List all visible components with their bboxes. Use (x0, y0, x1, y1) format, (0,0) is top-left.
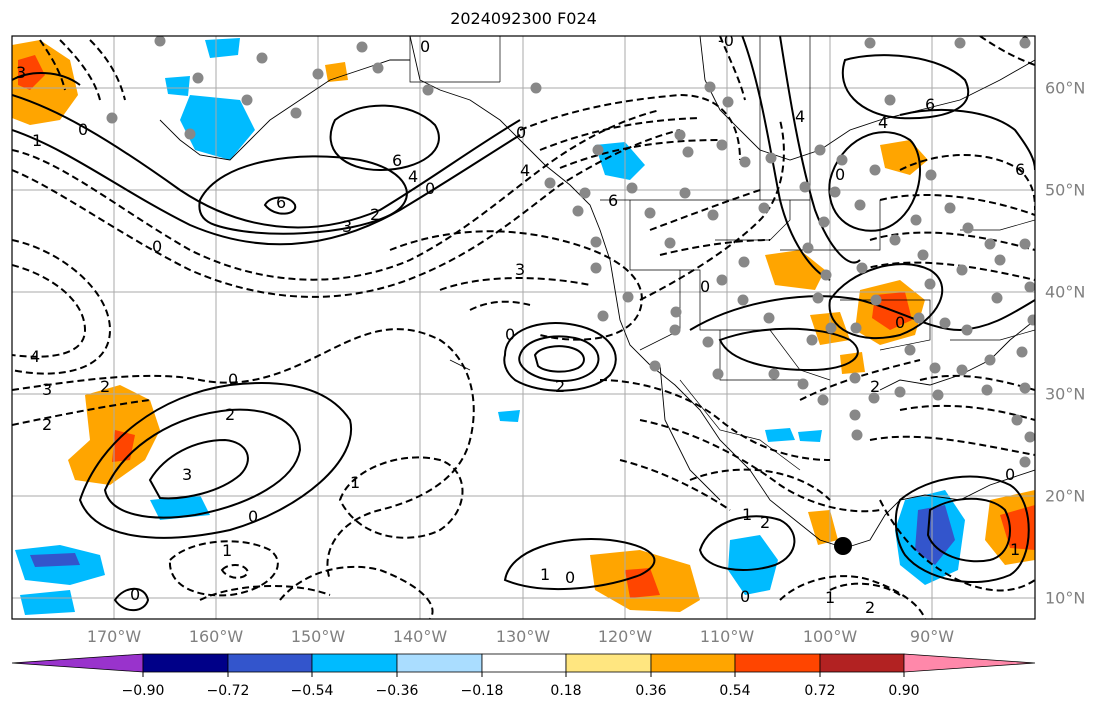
contour-label: 0 (228, 370, 238, 389)
contour-label: 6 (925, 95, 935, 114)
longitude-label: 100°W (802, 627, 858, 646)
contour-label: 0 (425, 179, 435, 198)
contour-label: 0 (420, 37, 430, 56)
latitude-label: 60°N (1045, 78, 1086, 98)
contour-label: 2 (42, 415, 52, 434)
colorbar-tick-label: 0.18 (550, 683, 582, 699)
latitude-label: 40°N (1045, 282, 1086, 302)
contour-label: 0 (700, 277, 710, 296)
contour-label: 1 (540, 565, 550, 584)
contour-label: 2 (100, 377, 110, 396)
longitude-label: 160°W (188, 627, 244, 646)
contour-label: 3 (342, 217, 352, 236)
contour-label: 6 (392, 151, 402, 170)
contour-label: 0 (565, 568, 575, 587)
contour-label: 0 (78, 120, 88, 139)
colorbar-tick-label: 0.90 (888, 683, 920, 699)
contour-label: 0 (1005, 465, 1015, 484)
latitude-label: 20°N (1045, 486, 1086, 506)
contour-label: 6 (608, 191, 618, 210)
contour-label: 0 (740, 587, 750, 606)
contour-label: 4 (520, 161, 530, 180)
latitude-label: 50°N (1045, 180, 1086, 200)
contour-label: 2 (555, 377, 565, 396)
contour-label: 1 (742, 505, 752, 524)
longitude-label: 130°W (495, 627, 551, 646)
contour-label: 2 (760, 513, 770, 532)
contour-label: 0 (516, 123, 526, 142)
positive-contours (12, 36, 1035, 612)
longitude-label: 150°W (290, 627, 346, 646)
colorbar-tick-label: −0.90 (121, 683, 165, 699)
contour-label: 4 (30, 347, 40, 366)
contour-label: 6 (276, 193, 286, 212)
contour-label: 3 (42, 380, 52, 399)
colorbar-tick-label: −0.72 (206, 683, 250, 699)
contour-label: 3 (182, 465, 192, 484)
contour-label: 4 (408, 167, 418, 186)
colorbar-tick-label: −0.54 (290, 683, 334, 699)
contour-label: 0 (248, 507, 258, 526)
highlight-marker (834, 537, 852, 555)
contour-label: 3 (515, 260, 525, 279)
longitude-label: 140°W (392, 627, 448, 646)
colorbar-tick-label: 0.72 (804, 683, 836, 699)
contour-label: 1 (222, 541, 232, 560)
map-title: 2024092300 F024 (450, 9, 597, 28)
contour-label: -0 (718, 31, 734, 50)
contour-label: 1 (1010, 540, 1020, 559)
contour-label: 1 (825, 588, 835, 607)
contour-label: 2 (225, 405, 235, 424)
contour-label: 3 (16, 63, 26, 82)
colorbar-tick-label: −0.18 (460, 683, 504, 699)
contour-label: 0 (130, 585, 140, 604)
contour-label: 2 (870, 377, 880, 396)
contour-label: 0 (835, 165, 845, 184)
longitude-label: 120°W (597, 627, 653, 646)
longitude-label: 90°W (909, 627, 955, 646)
contour-label: 1 (350, 473, 360, 492)
contour-label: 2 (370, 205, 380, 224)
latitude-label: 30°N (1045, 384, 1086, 404)
contour-label: 0 (895, 313, 905, 332)
contour-label: 6 (1015, 160, 1025, 179)
contour-label: 1 (32, 131, 42, 150)
longitude-label: 110°W (699, 627, 755, 646)
latitude-label: 10°N (1045, 588, 1086, 608)
station-markers (106, 36, 1035, 468)
contour-labels: 3 0 1 0 3 2 6 6 4 0 3 0 4 6 0 2 0 2 3 0 … (16, 31, 1030, 617)
contour-label: 4 (878, 113, 888, 132)
colorbar-tick-label: 0.36 (635, 683, 667, 699)
contour-label: 2 (865, 598, 875, 617)
contour-label: 4 (795, 107, 805, 126)
longitude-label: 170°W (86, 627, 142, 646)
graticule (12, 36, 1035, 619)
colorbar-tick-label: −0.36 (375, 683, 419, 699)
colorbar-tick-label: 0.54 (719, 683, 751, 699)
political-borders (409, 36, 1035, 471)
map-frame (11, 35, 1036, 620)
contour-label: 0 (152, 237, 162, 256)
contour-label: 0 (505, 325, 515, 344)
